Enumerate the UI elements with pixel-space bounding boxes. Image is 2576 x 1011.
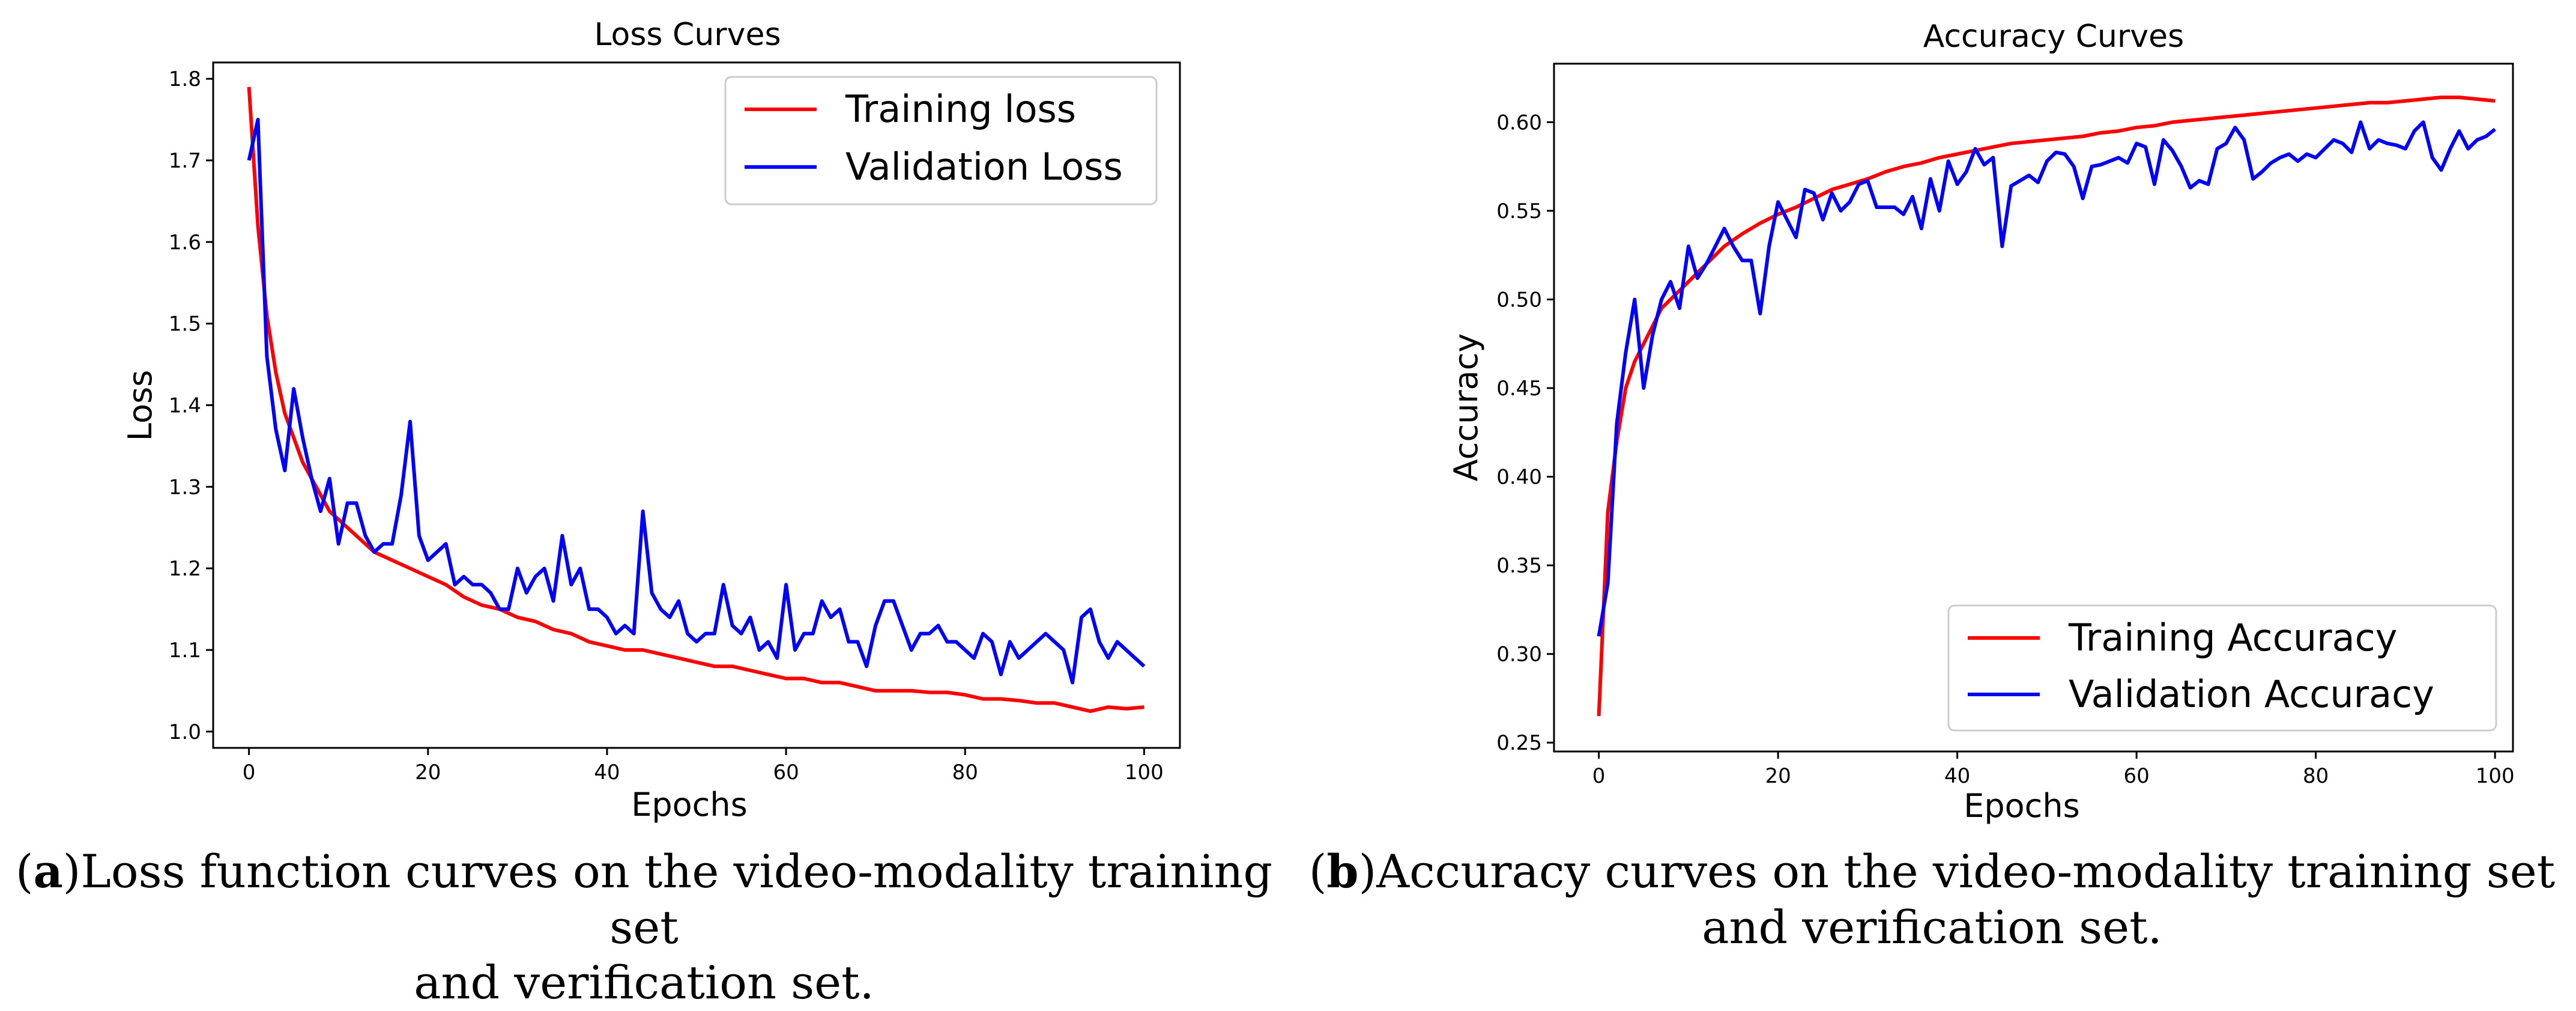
chart-title: Loss Curves xyxy=(594,17,781,53)
caption-a-letter: a xyxy=(33,845,63,898)
legend-label-validation: Validation Accuracy xyxy=(2069,672,2434,716)
x-tick-label: 20 xyxy=(415,761,441,785)
x-tick-label: 40 xyxy=(594,761,620,785)
caption-b-line1: (b)Accuracy curves on the video-modality… xyxy=(1308,845,2556,898)
y-tick-label: 0.55 xyxy=(1496,199,1542,223)
chart-title: Accuracy Curves xyxy=(1923,19,2184,55)
legend: Training loss Validation Loss xyxy=(724,76,1158,205)
caption-a: (a)Loss function curves on the video-mod… xyxy=(0,844,1288,1011)
x-tick-label: 60 xyxy=(2124,764,2150,788)
y-tick-label: 1.2 xyxy=(169,557,201,581)
caption-b-text: )Accuracy curves on the video-modality t… xyxy=(1358,845,2556,898)
x-tick-label: 80 xyxy=(2303,764,2329,788)
y-tick-label: 1.6 xyxy=(169,231,201,255)
caption-a-line2: and verification set. xyxy=(414,956,874,1010)
series-line-training xyxy=(247,87,1144,713)
y-axis-label: Loss xyxy=(121,370,159,441)
accuracy-chart-panel: Accuracy Curves 0 20 40 60 80 100 0.25 0.30 0.35… xyxy=(1288,0,2576,989)
y-tick-label: 0.35 xyxy=(1496,554,1542,578)
y-tick-label: 0.25 xyxy=(1496,731,1542,755)
x-tick-label: 40 xyxy=(1944,764,1970,788)
legend: Training Accuracy Validation Accuracy xyxy=(1947,604,2497,732)
y-tick-label: 1.7 xyxy=(169,149,201,173)
x-tick-label: 60 xyxy=(773,761,799,785)
caption-b: (b)Accuracy curves on the video-modality… xyxy=(1288,844,2576,955)
accuracy-chart: Accuracy Curves 0 20 40 60 80 100 0.25 0.30 0.35… xyxy=(1447,19,2515,825)
legend-box xyxy=(1947,604,2497,732)
x-axis-label: Epochs xyxy=(631,786,747,824)
legend-label-training: Training loss xyxy=(845,87,1076,131)
y-tick-label: 0.60 xyxy=(1496,111,1542,135)
series-line-validation xyxy=(247,118,1146,685)
x-axis-label: Epochs xyxy=(1964,787,2079,825)
caption-b-letter: b xyxy=(1326,845,1359,898)
x-tick-label: 20 xyxy=(1765,764,1791,788)
y-tick-label: 0.50 xyxy=(1496,288,1542,312)
y-tick-label: 1.3 xyxy=(169,475,201,499)
caption-a-text: )Loss function curves on the video-modal… xyxy=(62,845,1273,954)
x-tick-label: 80 xyxy=(952,761,978,785)
loss-chart: Loss Curves 0 20 40 60 80 100 1.0 1.1 1.2 1.3 1.4 1… xyxy=(121,17,1181,824)
y-tick-label: 1.8 xyxy=(169,67,201,91)
x-tick-label: 0 xyxy=(1592,764,1606,788)
plot-frame xyxy=(1553,62,2514,753)
legend-box xyxy=(724,76,1158,205)
y-tick-label: 1.0 xyxy=(169,720,201,744)
y-tick-label: 0.40 xyxy=(1496,466,1542,490)
x-tick-label: 100 xyxy=(2476,764,2515,788)
caption-a-line1: (a)Loss function curves on the video-mod… xyxy=(15,845,1273,954)
caption-b-line2: and verification set. xyxy=(1702,900,2162,954)
y-tick-label: 0.45 xyxy=(1496,377,1542,401)
y-tick-label: 1.5 xyxy=(169,312,201,336)
y-tick-label: 1.4 xyxy=(169,394,201,418)
x-tick-label: 0 xyxy=(243,761,256,785)
loss-chart-panel: Loss Curves 0 20 40 60 80 100 1.0 1.1 1.2 1.3 1.4 1… xyxy=(0,0,1288,1009)
y-tick-label: 0.30 xyxy=(1496,643,1542,667)
legend-label-training: Training Accuracy xyxy=(2068,616,2397,660)
x-tick-label: 100 xyxy=(1125,761,1164,785)
y-tick-label: 1.1 xyxy=(169,639,201,663)
legend-label-validation: Validation Loss xyxy=(845,145,1123,189)
y-axis-label: Accuracy xyxy=(1447,333,1485,482)
series-line-validation xyxy=(1597,120,2496,637)
